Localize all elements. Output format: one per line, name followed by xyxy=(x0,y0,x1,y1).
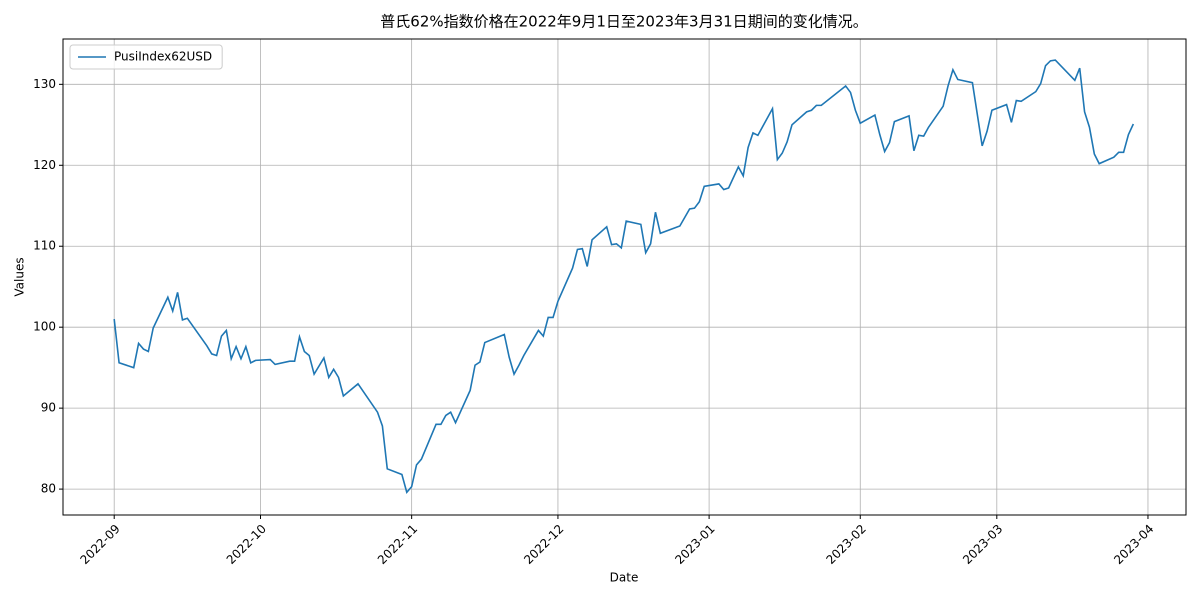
legend-label: PusiIndex62USD xyxy=(114,50,212,64)
y-tick-label: 100 xyxy=(33,320,56,334)
y-tick-label: 110 xyxy=(33,239,56,253)
x-tick-label: 2022-10 xyxy=(224,522,269,567)
y-tick-label: 80 xyxy=(41,482,56,496)
x-tick-label: 2022-12 xyxy=(521,522,566,567)
x-tick-label: 2023-03 xyxy=(960,522,1005,567)
x-tick-label: 2022-09 xyxy=(77,522,122,567)
data-line xyxy=(113,59,1135,494)
y-tick-label: 120 xyxy=(33,158,56,172)
plot-frame xyxy=(62,38,1187,516)
x-tick-label: 2023-02 xyxy=(824,522,869,567)
x-axis-label: Date xyxy=(610,571,639,585)
x-tick-label: 2023-01 xyxy=(672,522,717,567)
y-tick-label: 90 xyxy=(41,401,56,415)
x-tick-label: 2022-11 xyxy=(375,522,420,567)
chart-title: 普氏62%指数价格在2022年9月1日至2023年3月31日期间的变化情况。 xyxy=(380,13,867,31)
y-axis-label: Values xyxy=(13,257,27,296)
y-tick-label: 130 xyxy=(33,77,56,91)
x-tick-label: 2023-04 xyxy=(1111,522,1156,567)
legend-box xyxy=(69,44,223,70)
